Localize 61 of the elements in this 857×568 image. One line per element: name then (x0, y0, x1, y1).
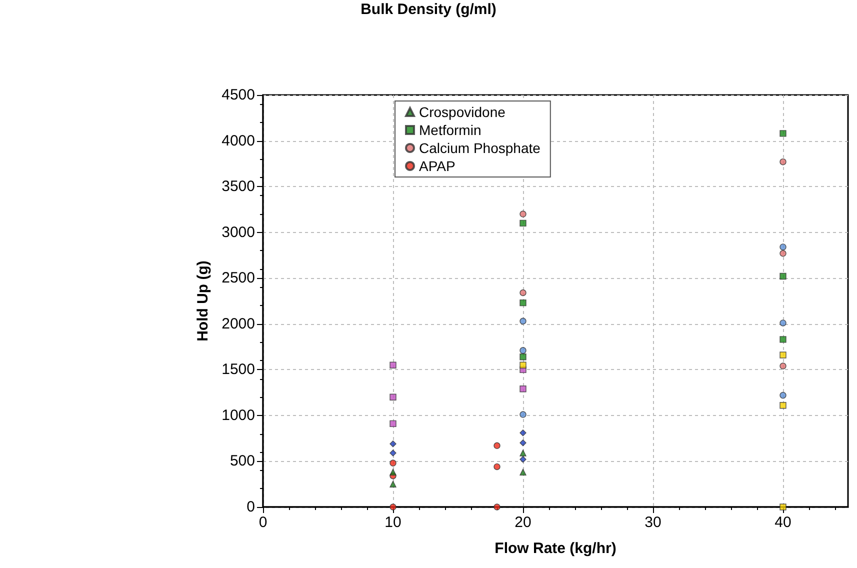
point (520, 362, 526, 368)
point (520, 289, 526, 296)
y-tick-label: 1500 (222, 361, 255, 378)
legend-label: Metformin (419, 122, 482, 138)
point (494, 504, 500, 510)
y-tick-label: 2000 (222, 315, 255, 332)
x-tick-label: 20 (514, 514, 532, 531)
point (780, 392, 786, 399)
legend-label: APAP (419, 158, 456, 174)
point (390, 504, 396, 510)
point (780, 158, 786, 166)
y-tick-label: 2500 (222, 270, 255, 287)
point (520, 210, 526, 218)
point (520, 318, 526, 324)
legend-label: Calcium Phosphate (419, 140, 541, 156)
point (520, 347, 526, 354)
point (520, 429, 526, 436)
y-tick-label: 4500 (222, 86, 255, 104)
point (494, 463, 500, 470)
y-tick-label: 500 (230, 452, 255, 470)
point (780, 244, 786, 250)
point (390, 480, 396, 488)
point (780, 352, 786, 358)
y-tick-label: 0 (246, 498, 255, 516)
point (780, 362, 786, 370)
x-tick-label: 10 (384, 514, 402, 531)
point (780, 250, 786, 257)
y-tick-label: 3500 (222, 178, 255, 196)
y-tick-label: 4000 (222, 132, 255, 150)
legend-label: Crospovidone (419, 104, 506, 120)
y-tick-label: 3000 (222, 224, 255, 241)
point (390, 440, 396, 448)
point (520, 411, 526, 418)
point (390, 362, 396, 368)
point (520, 456, 526, 463)
point (520, 220, 526, 227)
point (390, 394, 396, 400)
point (494, 442, 500, 450)
point (390, 460, 396, 466)
point (520, 450, 526, 456)
point (780, 504, 786, 510)
point (390, 420, 396, 428)
x-axis-title: Flow Rate (kg/hr) (494, 540, 616, 557)
point (520, 299, 526, 306)
x-tick-label: 30 (644, 514, 662, 531)
point (520, 468, 526, 476)
point (520, 386, 526, 392)
y-tick-label: 1000 (222, 406, 255, 424)
x-tick-label: 40 (774, 514, 792, 531)
text: Bulk Density (g/ml) (360, 1, 496, 18)
point (390, 468, 396, 476)
point (780, 402, 786, 409)
point (780, 272, 786, 280)
x-tick-label: 0 (258, 514, 268, 531)
point (780, 320, 786, 326)
point (390, 450, 396, 456)
point (780, 130, 786, 137)
point (520, 354, 526, 360)
point (520, 440, 526, 446)
y-axis-title: Hold Up (g) (194, 260, 212, 342)
point (780, 336, 786, 343)
